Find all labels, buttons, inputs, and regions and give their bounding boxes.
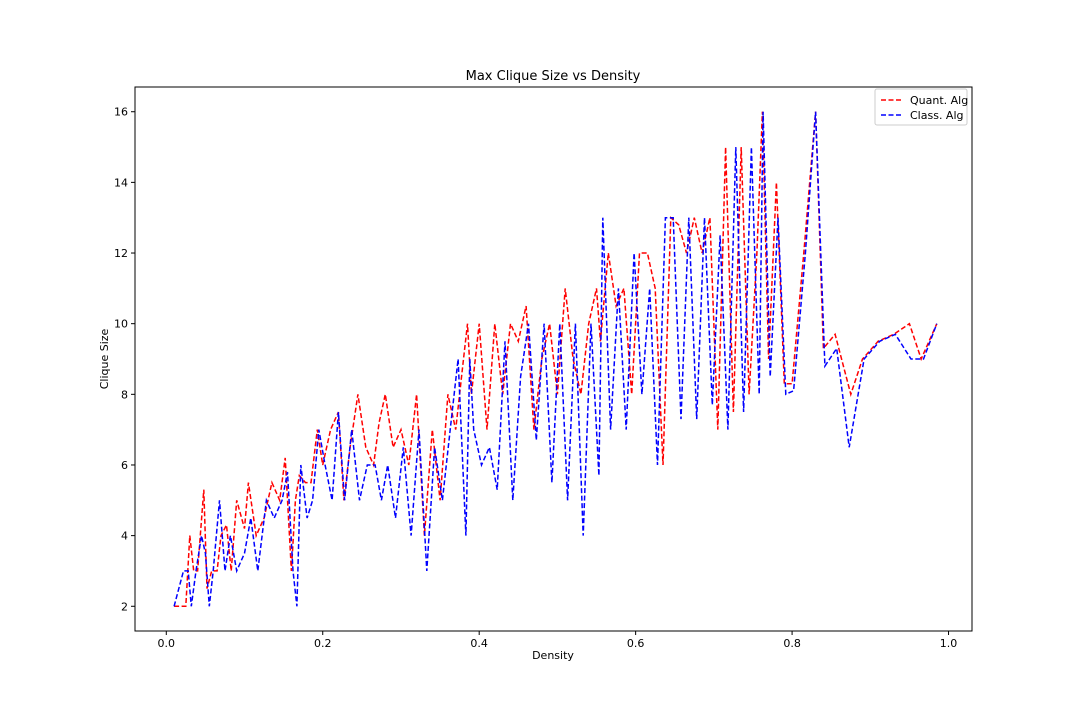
series-line-class bbox=[173, 111, 938, 607]
legend-label-class: Class. Alg bbox=[910, 109, 964, 122]
y-axis-label: Clique Size bbox=[98, 328, 111, 389]
y-tick-label: 6 bbox=[121, 459, 128, 472]
y-tick-label: 14 bbox=[114, 176, 128, 189]
x-tick-label: 1.0 bbox=[940, 637, 958, 650]
series-line-quant bbox=[174, 111, 938, 608]
series-layer bbox=[173, 111, 938, 608]
x-tick-label: 0.0 bbox=[158, 637, 176, 650]
x-tick-label: 0.6 bbox=[627, 637, 645, 650]
y-tick-label: 8 bbox=[121, 388, 128, 401]
x-tick-label: 0.8 bbox=[783, 637, 801, 650]
legend: Quant. Alg Class. Alg bbox=[874, 88, 968, 126]
y-tick-label: 10 bbox=[114, 318, 128, 331]
chart-title: Max Clique Size vs Density bbox=[466, 69, 641, 84]
x-tick-label: 0.4 bbox=[470, 637, 488, 650]
y-tick-label: 16 bbox=[114, 106, 128, 119]
y-axis: 2 4 6 8 10 12 14 16 bbox=[114, 106, 135, 613]
y-tick-label: 12 bbox=[114, 247, 128, 260]
legend-box bbox=[874, 88, 968, 126]
x-axis: 0.0 0.2 0.4 0.6 0.8 1.0 bbox=[158, 631, 958, 650]
plot-frame bbox=[134, 86, 973, 632]
x-tick-label: 0.2 bbox=[314, 637, 332, 650]
legend-label-quant: Quant. Alg bbox=[910, 94, 968, 107]
y-tick-label: 4 bbox=[121, 530, 128, 543]
y-tick-label: 2 bbox=[121, 600, 128, 613]
x-axis-label: Density bbox=[532, 649, 574, 662]
